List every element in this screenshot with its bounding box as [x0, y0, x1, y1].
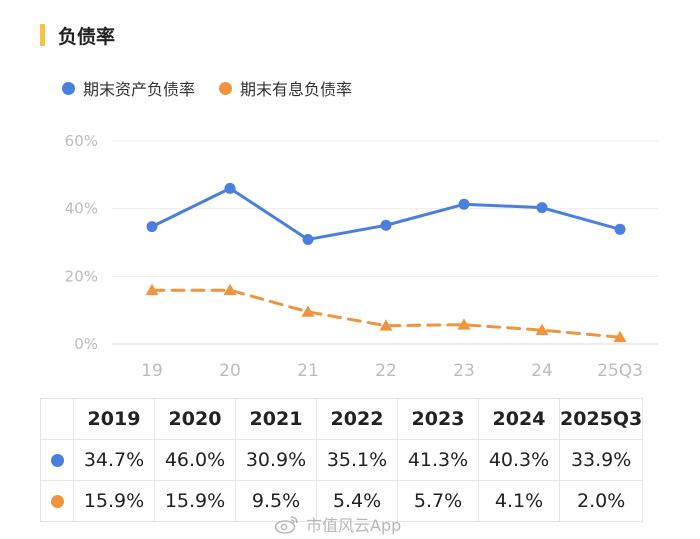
- table-header-cell: 2022: [316, 398, 398, 440]
- data-point-series-2: [457, 318, 471, 330]
- row-marker-cell: [40, 480, 74, 522]
- data-point-series-2: [535, 323, 549, 336]
- table-corner-cell: [40, 398, 74, 440]
- legend-item-series-2: 期末有息负债率: [219, 76, 352, 100]
- legend-marker-series-1: [62, 81, 75, 95]
- data-point-series-1: [458, 198, 470, 210]
- table-cell: 30.9%: [235, 439, 317, 481]
- table-header-cell: 2021: [235, 398, 317, 440]
- watermark: 市值风云App: [274, 512, 401, 536]
- data-point-series-1: [146, 221, 158, 233]
- table-header-cell: 2019: [73, 398, 155, 440]
- table-row: 15.9% 15.9% 9.5% 5.4% 5.7% 4.1% 2.0%: [40, 480, 644, 522]
- line-chart: 0% 20% 40% 60% 19 20 21 22 23 24 25Q3: [65, 132, 658, 381]
- watermark-text: 市值风云App: [306, 516, 402, 535]
- table-header-cell: 2023: [397, 398, 479, 440]
- table-cell: 33.9%: [558, 439, 644, 481]
- x-tick-label: 22: [375, 361, 397, 381]
- y-tick-label: 60%: [65, 132, 98, 150]
- table-cell: 5.4%: [316, 480, 398, 522]
- x-tick-label: 23: [453, 361, 475, 381]
- data-point-series-2: [613, 330, 627, 343]
- table-cell: 15.9%: [154, 480, 236, 522]
- data-point-series-2: [145, 283, 159, 296]
- chart-legend: 期末资产负债率 期末有息负债率: [62, 76, 376, 100]
- data-table: 2019 2020 2021 2022 2023 2024 2025Q3 34.…: [40, 398, 644, 522]
- row-marker-dot: [50, 495, 64, 508]
- table-cell: 34.7%: [73, 439, 155, 481]
- legend-item-series-1: 期末资产负债率: [62, 76, 195, 100]
- table-cell: 40.3%: [478, 439, 560, 481]
- x-tick-label: 21: [297, 361, 319, 381]
- table-cell: 46.0%: [154, 439, 236, 481]
- y-tick-label: 40%: [65, 200, 98, 218]
- table-row: 34.7% 46.0% 30.9% 35.1% 41.3% 40.3% 33.9…: [40, 439, 644, 481]
- row-marker-cell: [40, 439, 74, 481]
- legend-label-series-2: 期末有息负债率: [240, 80, 353, 99]
- table-header-cell: 2020: [154, 398, 236, 440]
- x-tick-label: 24: [531, 361, 553, 381]
- table-cell: 2.0%: [558, 480, 644, 522]
- row-marker-dot: [50, 454, 64, 467]
- table-cell: 35.1%: [316, 439, 398, 481]
- data-point-series-1: [224, 182, 236, 194]
- title-accent-bar: [40, 24, 45, 46]
- table-cell: 41.3%: [397, 439, 479, 481]
- table-cell: 5.7%: [397, 480, 479, 522]
- table-header-cell: 2025Q3: [558, 398, 644, 440]
- data-point-series-2: [223, 283, 237, 296]
- x-tick-label: 20: [219, 361, 241, 381]
- series-line-1: [150, 186, 622, 241]
- data-point-series-1: [302, 233, 314, 245]
- x-tick-label: 19: [141, 361, 163, 381]
- chart-title: 负债率: [58, 26, 116, 48]
- table-cell: 15.9%: [73, 480, 155, 522]
- legend-label-series-1: 期末资产负债率: [83, 80, 196, 99]
- data-point-series-1: [536, 202, 548, 214]
- weibo-icon: [274, 516, 298, 534]
- x-tick-label: 25Q3: [597, 361, 643, 381]
- data-point-series-2: [301, 305, 315, 317]
- y-tick-label: 0%: [74, 335, 98, 353]
- y-tick-label: 20%: [65, 267, 98, 285]
- data-point-series-2: [379, 319, 393, 331]
- data-point-series-1: [614, 223, 626, 235]
- data-point-series-1: [380, 219, 392, 231]
- table-header-row: 2019 2020 2021 2022 2023 2024 2025Q3: [40, 398, 644, 440]
- table-cell: 9.5%: [235, 480, 317, 522]
- table-cell: 4.1%: [478, 480, 560, 522]
- legend-marker-series-2: [219, 81, 233, 95]
- table-header-cell: 2024: [478, 398, 560, 440]
